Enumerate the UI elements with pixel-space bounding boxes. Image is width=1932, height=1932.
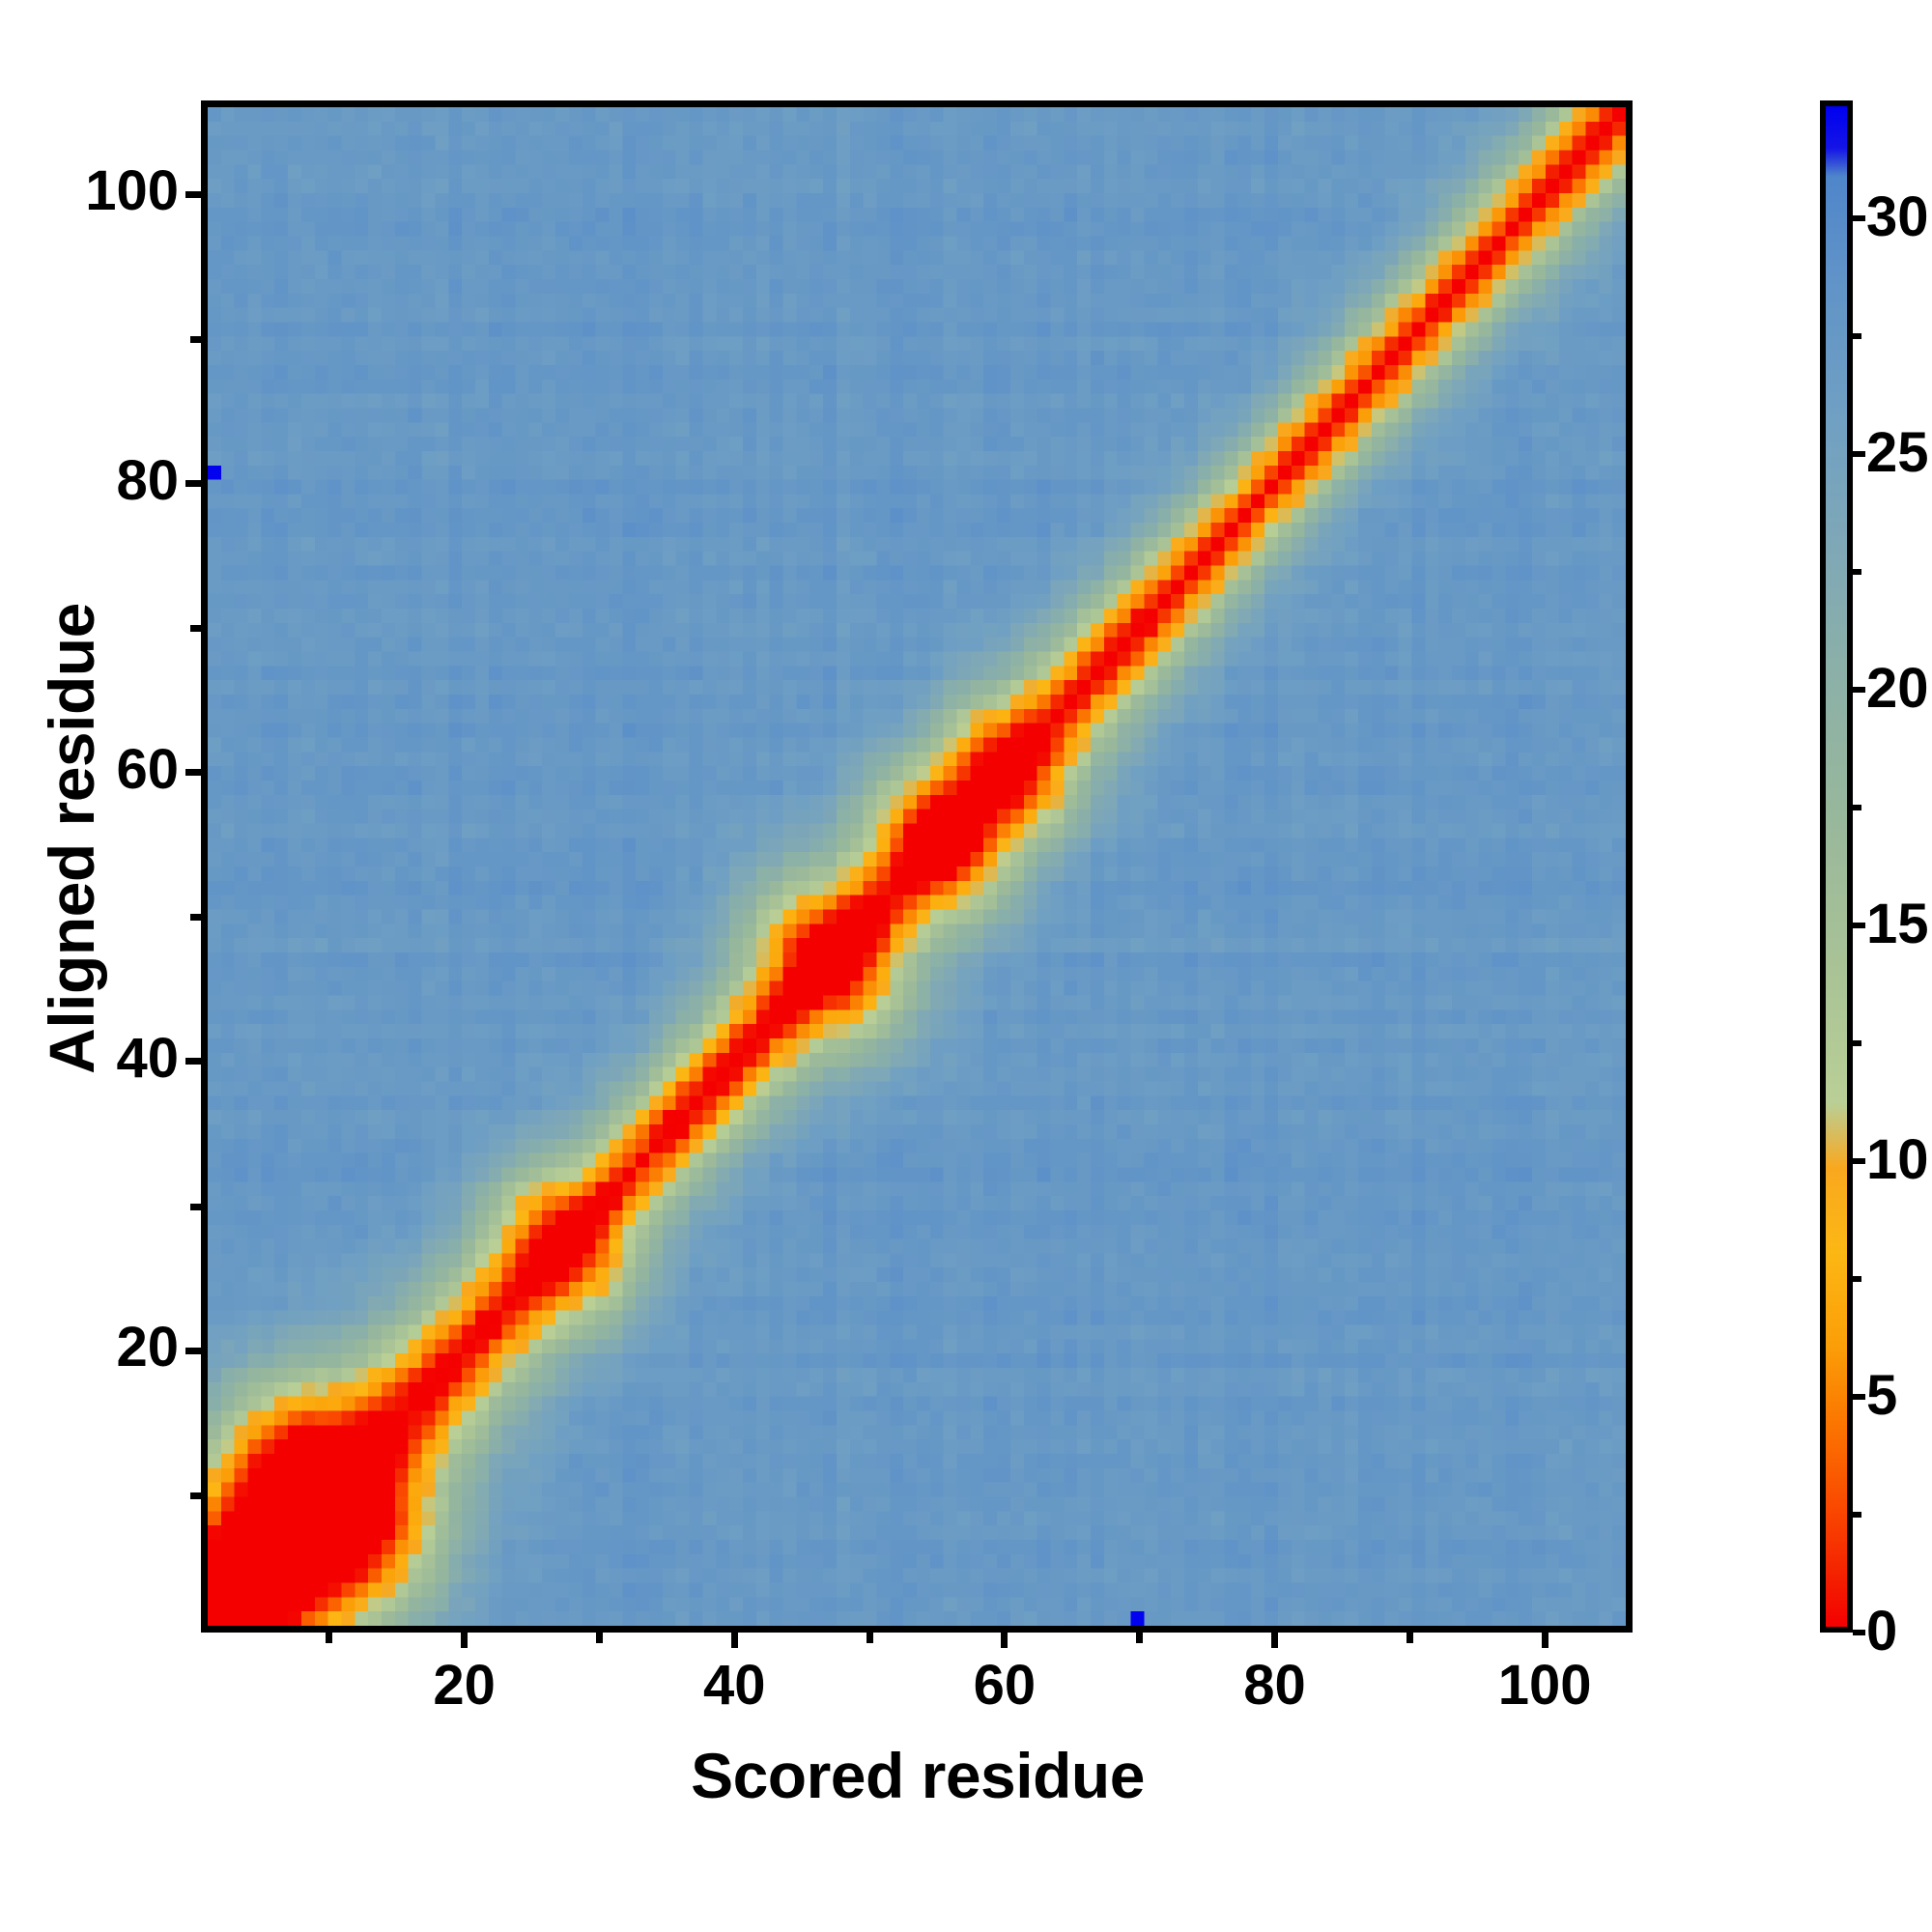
colorbar-label-5: 5 bbox=[1866, 1364, 1898, 1427]
heatmap-plot-area bbox=[201, 100, 1633, 1633]
y-tick-label-40: 40 bbox=[116, 1026, 179, 1090]
y-minor-tick-30 bbox=[190, 1203, 201, 1210]
x-tick-label-40: 40 bbox=[702, 1654, 766, 1717]
colorbar-label-0: 0 bbox=[1866, 1600, 1898, 1662]
y-tick-80 bbox=[185, 480, 201, 487]
x-tick-60 bbox=[1001, 1633, 1009, 1648]
x-minor-tick-30 bbox=[595, 1633, 603, 1643]
y-minor-tick-70 bbox=[190, 625, 201, 633]
y-tick-label-60: 60 bbox=[116, 737, 179, 801]
y-minor-tick-90 bbox=[190, 335, 201, 343]
colorbar-tick-15 bbox=[1853, 923, 1865, 928]
heatmap-image bbox=[208, 107, 1626, 1626]
y-tick-label-100: 100 bbox=[85, 159, 179, 223]
colorbar-label-25: 25 bbox=[1866, 421, 1929, 484]
x-tick-label-60: 60 bbox=[973, 1654, 1037, 1717]
colorbar-gradient bbox=[1826, 106, 1847, 1627]
colorbar-minor-tick bbox=[1853, 805, 1861, 810]
x-axis-title: Scored residue bbox=[691, 1740, 1145, 1811]
x-minor-tick-90 bbox=[1406, 1633, 1413, 1643]
colorbar-minor-tick bbox=[1853, 1512, 1861, 1518]
colorbar bbox=[1820, 100, 1853, 1633]
y-minor-tick-10 bbox=[190, 1492, 201, 1499]
colorbar-label-15: 15 bbox=[1866, 893, 1929, 955]
x-minor-tick-70 bbox=[1136, 1633, 1144, 1643]
y-tick-label-80: 80 bbox=[116, 448, 179, 512]
y-axis-title: Aligned residue bbox=[36, 603, 107, 1074]
colorbar-tick-20 bbox=[1853, 687, 1865, 693]
colorbar-minor-tick bbox=[1853, 1040, 1861, 1046]
colorbar-minor-tick bbox=[1853, 1276, 1861, 1282]
y-tick-40 bbox=[185, 1058, 201, 1065]
colorbar-tick-25 bbox=[1853, 451, 1865, 457]
y-tick-60 bbox=[185, 769, 201, 777]
x-tick-20 bbox=[461, 1633, 469, 1648]
x-tick-40 bbox=[730, 1633, 738, 1648]
colorbar-tick-30 bbox=[1853, 215, 1865, 221]
y-tick-100 bbox=[185, 190, 201, 198]
x-tick-80 bbox=[1271, 1633, 1278, 1648]
colorbar-tick-0 bbox=[1853, 1630, 1865, 1635]
y-tick-20 bbox=[185, 1347, 201, 1354]
x-tick-label-80: 80 bbox=[1243, 1654, 1306, 1717]
y-tick-label-20: 20 bbox=[116, 1316, 179, 1379]
x-tick-label-20: 20 bbox=[433, 1654, 496, 1717]
colorbar-minor-tick bbox=[1853, 569, 1861, 575]
colorbar-tick-10 bbox=[1853, 1158, 1865, 1164]
y-minor-tick-50 bbox=[190, 914, 201, 922]
colorbar-label-20: 20 bbox=[1866, 657, 1929, 720]
x-tick-label-100: 100 bbox=[1497, 1654, 1592, 1717]
x-tick-100 bbox=[1541, 1633, 1548, 1648]
colorbar-tick-5 bbox=[1853, 1394, 1865, 1400]
x-minor-tick-10 bbox=[326, 1633, 333, 1643]
colorbar-label-30: 30 bbox=[1866, 185, 1929, 248]
x-minor-tick-50 bbox=[866, 1633, 873, 1643]
colorbar-minor-tick bbox=[1853, 333, 1861, 339]
colorbar-label-10: 10 bbox=[1866, 1128, 1929, 1191]
